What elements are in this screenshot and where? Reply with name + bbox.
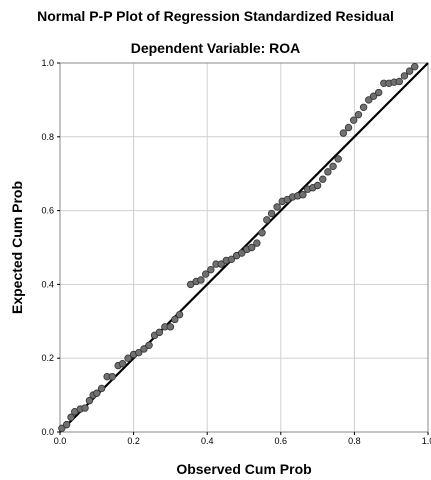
data-point bbox=[334, 155, 342, 163]
data-point bbox=[329, 162, 337, 171]
data-point bbox=[339, 129, 348, 137]
x-tick-label: 0.0 bbox=[54, 436, 67, 446]
data-point bbox=[171, 315, 179, 324]
data-point bbox=[324, 168, 332, 176]
x-tick-label: 0.2 bbox=[127, 436, 140, 446]
data-point bbox=[258, 229, 266, 237]
y-tick-label: 0.2 bbox=[41, 353, 54, 363]
data-point bbox=[299, 191, 307, 199]
y-tick-label: 0.4 bbox=[41, 279, 54, 289]
data-point bbox=[354, 110, 363, 119]
data-point bbox=[405, 67, 414, 75]
x-tick-label: 1.0 bbox=[422, 436, 431, 446]
data-point bbox=[135, 348, 143, 357]
data-point bbox=[313, 181, 322, 190]
data-point bbox=[238, 249, 246, 257]
y-axis-ticks: 0.0 0.2 0.4 0.6 0.8 1.0 bbox=[41, 58, 60, 437]
data-point bbox=[67, 413, 75, 421]
data-point bbox=[93, 389, 101, 397]
data-point bbox=[374, 88, 383, 97]
plot-frame bbox=[59, 62, 429, 433]
data-point bbox=[145, 341, 153, 349]
data-point bbox=[140, 345, 148, 353]
data-point bbox=[263, 216, 271, 224]
data-point bbox=[155, 328, 164, 337]
y-tick-label: 0.8 bbox=[41, 132, 54, 142]
data-point bbox=[253, 239, 261, 247]
data-point bbox=[108, 372, 116, 381]
data-point bbox=[207, 265, 215, 274]
data-point bbox=[85, 396, 94, 405]
data-point bbox=[411, 62, 419, 71]
data-point bbox=[349, 116, 358, 124]
x-tick-label: 0.6 bbox=[275, 436, 288, 446]
data-point bbox=[227, 255, 236, 264]
data-point bbox=[197, 276, 205, 284]
x-axis-title: Observed Cum Prob bbox=[176, 461, 311, 477]
data-point bbox=[217, 260, 225, 268]
chart-title: Normal P-P Plot of Regression Standardiz… bbox=[37, 8, 394, 24]
data-point bbox=[175, 310, 184, 319]
x-tick-label: 0.4 bbox=[201, 436, 214, 446]
y-tick-label: 0.0 bbox=[41, 427, 54, 437]
data-point bbox=[273, 203, 281, 211]
chart-subtitle: Dependent Variable: ROA bbox=[130, 40, 301, 56]
x-tick-label: 0.8 bbox=[348, 436, 361, 446]
data-point bbox=[319, 175, 327, 183]
data-point bbox=[369, 92, 378, 100]
data-point bbox=[166, 323, 175, 331]
data-point bbox=[267, 209, 276, 218]
data-point bbox=[365, 96, 373, 104]
data-point bbox=[62, 420, 71, 429]
y-axis-title: Expected Cum Prob bbox=[9, 181, 25, 314]
data-point bbox=[118, 360, 127, 368]
data-point bbox=[124, 354, 132, 362]
data-point bbox=[81, 404, 89, 412]
data-point bbox=[248, 243, 256, 252]
data-point bbox=[359, 103, 368, 111]
x-axis-ticks: 0.0 0.2 0.4 0.6 0.8 1.0 bbox=[54, 432, 431, 446]
data-point bbox=[395, 77, 403, 86]
data-point bbox=[58, 424, 66, 433]
data-point bbox=[97, 384, 106, 393]
data-point bbox=[400, 72, 409, 80]
data-point bbox=[344, 123, 353, 132]
data-point bbox=[202, 270, 210, 278]
y-tick-label: 1.0 bbox=[41, 58, 54, 68]
data-points bbox=[58, 62, 419, 433]
y-tick-label: 0.6 bbox=[41, 206, 54, 216]
